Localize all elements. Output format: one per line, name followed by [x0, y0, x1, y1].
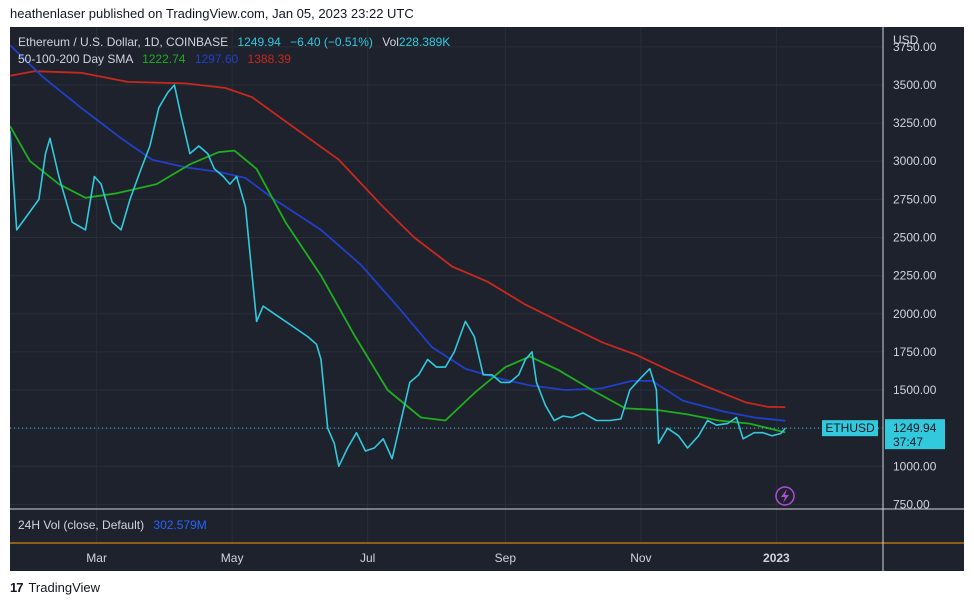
series-line-sma100	[10, 44, 786, 422]
y-tick-label: 2000.00	[893, 307, 937, 321]
y-tick-label: 1000.00	[893, 459, 937, 473]
series-line-sma200	[10, 70, 786, 408]
price-tag-countdown: 37:47	[893, 435, 923, 449]
legend-vol-label: Vol	[382, 35, 399, 49]
sma200-value: 1388.39	[247, 52, 291, 66]
x-tick-label: Nov	[630, 551, 651, 565]
lightning-icon[interactable]	[775, 486, 795, 506]
legend-price: 1249.94	[237, 35, 281, 49]
sma50-value: 1222.74	[142, 52, 186, 66]
y-tick-label: 2750.00	[893, 192, 937, 206]
legend-vol-value: 228.389K	[398, 35, 451, 49]
chart-frame[interactable]: 750.001000.001250.001500.001750.002000.0…	[10, 27, 964, 571]
currency-label: USD	[893, 33, 919, 47]
series-line-sma50	[10, 125, 786, 434]
y-tick-label: 1500.00	[893, 383, 937, 397]
symbol-info: Ethereum / U.S. Dollar, 1D, COINBASE	[18, 35, 229, 49]
volume-legend: 24H Vol (close, Default) 302.579M	[18, 518, 207, 532]
series-line-price	[10, 84, 786, 468]
sma-label: 50-100-200 Day SMA	[18, 52, 133, 66]
x-tick-label: Sep	[495, 551, 517, 565]
footer: 17 TradingView	[10, 580, 100, 595]
x-axis[interactable]: Mar May Jul Sep Nov 2023	[86, 551, 790, 565]
volume-value: 302.579M	[153, 518, 207, 532]
y-tick-label: 750.00	[893, 497, 930, 511]
tradingview-logo-icon: 17	[10, 580, 24, 595]
x-tick-label: May	[221, 551, 244, 565]
sma100-value: 1297.60	[194, 52, 239, 66]
legend-sma: 50-100-200 Day SMA 1222.74 1297.60 1388.…	[18, 52, 291, 66]
price-tag	[885, 419, 945, 450]
publish-line: heathenlaser published on TradingView.co…	[10, 6, 414, 21]
y-tick-label: 2250.00	[893, 269, 937, 283]
price-chart[interactable]: 750.001000.001250.001500.001750.002000.0…	[10, 27, 964, 571]
footer-brand[interactable]: TradingView	[28, 580, 101, 595]
y-tick-label: 1750.00	[893, 345, 937, 359]
symbol-tag-label: ETHUSD	[825, 421, 875, 435]
volume-label: 24H Vol (close, Default)	[18, 518, 145, 532]
x-tick-label: Mar	[86, 551, 107, 565]
symbol-tag	[822, 420, 878, 437]
x-tick-label: Jul	[360, 551, 375, 565]
y-tick-label: 3500.00	[893, 78, 937, 92]
legend-change: −6.40 (−0.51%)	[290, 35, 373, 49]
y-axis[interactable]: 750.001000.001250.001500.001750.002000.0…	[822, 33, 945, 511]
price-tag-value: 1249.94	[893, 421, 937, 435]
y-tick-label: 2500.00	[893, 230, 937, 244]
legend-main: Ethereum / U.S. Dollar, 1D, COINBASE 124…	[18, 35, 450, 49]
y-tick-label: 3750.00	[893, 40, 937, 54]
y-tick-label: 3250.00	[893, 116, 937, 130]
grid	[10, 27, 964, 571]
x-tick-label: 2023	[763, 551, 790, 565]
y-tick-label: 3000.00	[893, 154, 937, 168]
series-layer	[10, 44, 883, 506]
